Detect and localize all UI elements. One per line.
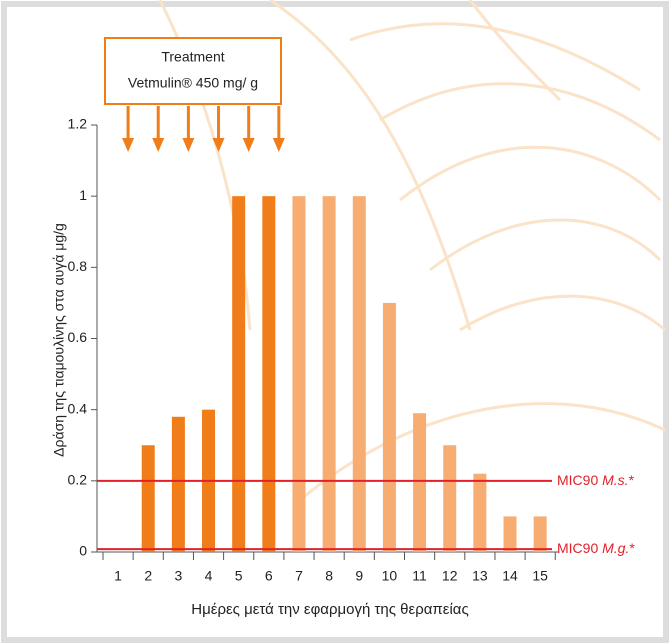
background-swirls — [158, 0, 666, 502]
x-tick-label: 1 — [114, 568, 122, 584]
y-tick-label: 0.6 — [68, 329, 88, 345]
y-axis-label: Δράση της τιαμουλίνης στα αυγά μg/g — [51, 223, 67, 457]
arrow-head — [242, 138, 255, 152]
bar — [322, 196, 336, 552]
reference-label: MIC90 M.g.* — [557, 540, 635, 556]
x-tick-label: 5 — [235, 568, 243, 584]
x-axis-label: Ημέρες μετά την εφαρμογή της θεραπείας — [191, 601, 468, 618]
bar — [443, 445, 457, 552]
arrow-head — [182, 138, 195, 152]
bar — [141, 445, 155, 552]
reference-label-part: MIC90 — [557, 472, 602, 488]
x-tick-label: 11 — [412, 568, 427, 584]
x-tick-label: 12 — [442, 568, 458, 584]
y-tick-label: 0.8 — [68, 258, 88, 274]
annotation-box — [104, 37, 282, 105]
x-tick-label: 10 — [382, 568, 398, 584]
x-tick-label: 8 — [325, 568, 333, 584]
arrow-head — [212, 138, 225, 152]
bar — [473, 473, 487, 552]
annotation-text: Treatment — [161, 49, 224, 65]
reference-label-part: MIC90 — [557, 540, 602, 556]
annotation-text: Vetmulin® 450 mg/ g — [128, 75, 258, 91]
x-tick-label: 15 — [532, 568, 548, 584]
reference-label: MIC90 M.s.* — [557, 472, 635, 488]
reference-label-part: M.g. — [602, 540, 629, 556]
arrow-head — [122, 138, 135, 152]
x-tick-label: 3 — [174, 568, 182, 584]
y-tick-label: 0.2 — [68, 472, 88, 488]
bar — [352, 196, 366, 552]
x-tick-label: 4 — [205, 568, 213, 584]
x-tick-label: 9 — [355, 568, 363, 584]
x-tick-label: 7 — [295, 568, 303, 584]
x-tick-label: 14 — [502, 568, 518, 584]
y-tick-label: 1 — [79, 187, 87, 203]
reference-label-part: M.s. — [602, 472, 628, 488]
y-tick-label: 0 — [79, 543, 87, 559]
bar — [292, 196, 306, 552]
bar — [262, 196, 276, 552]
bar — [232, 196, 246, 552]
bar — [382, 302, 396, 552]
y-tick-label: 1.2 — [68, 116, 88, 132]
bar — [171, 416, 185, 552]
bar — [503, 516, 517, 552]
bar — [533, 516, 547, 552]
x-tick-label: 2 — [144, 568, 152, 584]
bar — [413, 413, 427, 552]
arrow-head — [152, 138, 165, 152]
y-tick-label: 0.4 — [68, 400, 88, 416]
reference-label-part: * — [629, 540, 635, 556]
arrow-head — [272, 138, 285, 152]
x-tick-label: 6 — [265, 568, 273, 584]
x-tick-label: 13 — [472, 568, 488, 584]
reference-label-part: * — [629, 472, 635, 488]
